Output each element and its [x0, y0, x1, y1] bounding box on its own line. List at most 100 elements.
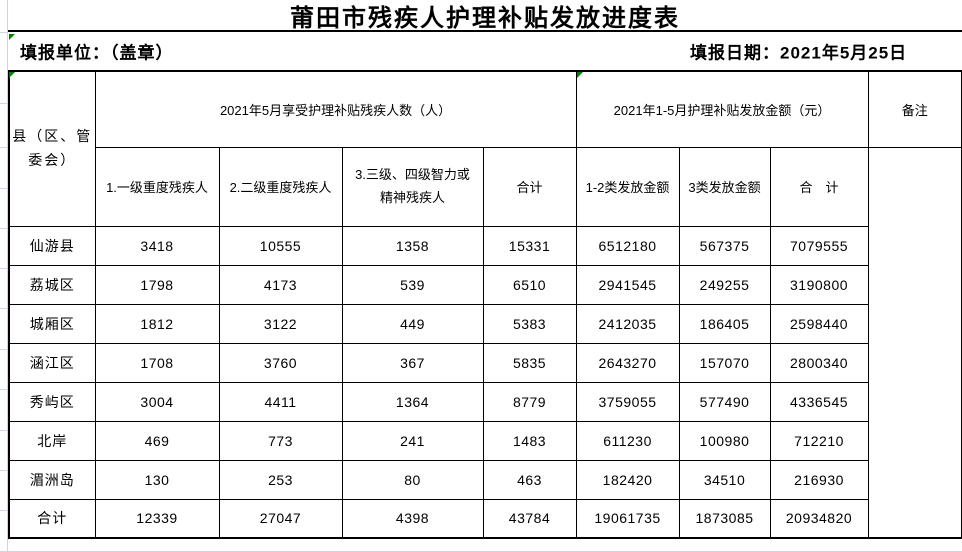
- row-county-cell[interactable]: 城厢区: [8, 303, 96, 344]
- group-header-row: 县（区、管 委会） 2021年5月享受护理补贴残疾人数（人） 2021年1-5月…: [8, 70, 962, 227]
- row-value-cell[interactable]: 2800340: [769, 342, 869, 383]
- table-row: 仙游县 3418 10555 1358 15331 6512180 567375…: [8, 225, 962, 266]
- row-county-cell[interactable]: 合计: [8, 498, 96, 539]
- row-value-cell[interactable]: 80: [341, 459, 484, 500]
- green-flag-icon: [577, 72, 583, 78]
- row-value-cell[interactable]: 241: [341, 420, 484, 461]
- row-value-cell[interactable]: 4398: [341, 498, 484, 539]
- row-value-cell[interactable]: 216930: [769, 459, 869, 500]
- row-value-cell[interactable]: 577490: [678, 381, 771, 422]
- row-value-cell[interactable]: 34510: [678, 459, 771, 500]
- corner-header-cell[interactable]: 县（区、管 委会）: [8, 70, 96, 227]
- sheet-gridline: [0, 147, 7, 148]
- row-value-cell[interactable]: 130: [94, 459, 220, 500]
- row-value-cell[interactable]: 2598440: [769, 303, 869, 344]
- group-header-amount[interactable]: 2021年1-5月护理补贴发放金额（元）: [575, 70, 869, 148]
- sheet-gridline: [0, 268, 7, 269]
- sheet-gridline: [0, 308, 7, 309]
- row-value-cell[interactable]: 463: [482, 459, 577, 500]
- row-value-cell[interactable]: 186405: [678, 303, 771, 344]
- row-value-cell[interactable]: 15331: [482, 225, 577, 266]
- row-value-cell[interactable]: 611230: [575, 420, 680, 461]
- row-value-cell[interactable]: 20934820: [769, 498, 869, 539]
- row-value-cell[interactable]: 8779: [482, 381, 577, 422]
- fill-unit-label[interactable]: 填报单位：（盖章）: [20, 43, 174, 63]
- row-value-cell[interactable]: 1358: [341, 225, 484, 266]
- row-value-cell[interactable]: 1364: [341, 381, 484, 422]
- row-value-cell[interactable]: 1483: [482, 420, 577, 461]
- row-county-cell[interactable]: 仙游县: [8, 225, 96, 266]
- subheader-row: 1.一级重度残疾人 2.二级重度残疾人 3.三级、四级智力或 精神残疾人 合计 …: [9, 146, 962, 539]
- row-value-cell[interactable]: 3760: [218, 342, 343, 383]
- row-value-cell[interactable]: 3190800: [769, 264, 869, 305]
- form-info-row: 填报单位：（盖章） 填报日期：2021年5月25日: [8, 32, 962, 70]
- row-value-cell[interactable]: 7079555: [769, 225, 869, 266]
- row-county-cell[interactable]: 秀屿区: [8, 381, 96, 422]
- subheader-level2[interactable]: 2.二级重度残疾人: [218, 146, 343, 227]
- row-value-cell[interactable]: 6510: [482, 264, 577, 305]
- subheader-level1[interactable]: 1.一级重度残疾人: [94, 146, 220, 227]
- progress-table: 县（区、管 委会） 2021年5月享受护理补贴残疾人数（人） 2021年1-5月…: [8, 70, 962, 539]
- row-value-cell[interactable]: 100980: [678, 420, 771, 461]
- remark-cell[interactable]: [867, 146, 962, 539]
- table-row: 北岸 469 773 241 1483 611230 100980 712210: [8, 420, 962, 461]
- subheader-amount-type12[interactable]: 1-2类发放金额: [575, 146, 680, 227]
- row-value-cell[interactable]: 449: [341, 303, 484, 344]
- row-value-cell[interactable]: 469: [94, 420, 220, 461]
- row-value-cell[interactable]: 367: [341, 342, 484, 383]
- row-value-cell[interactable]: 10555: [218, 225, 343, 266]
- row-value-cell[interactable]: 539: [341, 264, 484, 305]
- row-value-cell[interactable]: 249255: [678, 264, 771, 305]
- row-value-cell[interactable]: 19061735: [575, 498, 680, 539]
- row-county-cell[interactable]: 荔城区: [8, 264, 96, 305]
- sheet-gridline: [0, 470, 7, 471]
- group-header-people[interactable]: 2021年5月享受护理补贴残疾人数（人）: [94, 70, 577, 148]
- table-row: 城厢区 1812 3122 449 5383 2412035 186405 25…: [8, 303, 962, 344]
- sheet-gridline: [7, 0, 8, 552]
- sheet-gridline: [0, 389, 7, 390]
- row-county-cell[interactable]: 湄洲岛: [8, 459, 96, 500]
- subheader-amount-type3[interactable]: 3类发放金额: [678, 146, 771, 227]
- row-county-cell[interactable]: 涵江区: [8, 342, 96, 383]
- row-value-cell[interactable]: 567375: [678, 225, 771, 266]
- row-value-cell[interactable]: 3004: [94, 381, 220, 422]
- table-row: 秀屿区 3004 4411 1364 8779 3759055 577490 4…: [8, 381, 962, 422]
- row-value-cell[interactable]: 1798: [94, 264, 220, 305]
- row-value-cell[interactable]: 6512180: [575, 225, 680, 266]
- row-value-cell[interactable]: 2412035: [575, 303, 680, 344]
- row-value-cell[interactable]: 4411: [218, 381, 343, 422]
- row-value-cell[interactable]: 12339: [94, 498, 220, 539]
- row-value-cell[interactable]: 2941545: [575, 264, 680, 305]
- row-value-cell[interactable]: 43784: [482, 498, 577, 539]
- row-county-cell[interactable]: 北岸: [8, 420, 96, 461]
- row-value-cell[interactable]: 5383: [482, 303, 577, 344]
- subheader-amount-total[interactable]: 合 计: [769, 146, 869, 227]
- row-value-cell[interactable]: 5835: [482, 342, 577, 383]
- subheader-people-total[interactable]: 合计: [482, 146, 577, 227]
- row-value-cell[interactable]: 27047: [218, 498, 343, 539]
- sheet-gridline: [0, 188, 7, 189]
- row-value-cell[interactable]: 773: [218, 420, 343, 461]
- row-value-cell[interactable]: 1812: [94, 303, 220, 344]
- row-value-cell[interactable]: 2643270: [575, 342, 680, 383]
- sheet-gridline: [0, 32, 7, 33]
- table-row: 涵江区 1708 3760 367 5835 2643270 157070 28…: [8, 342, 962, 383]
- remark-header-cell[interactable]: 备注: [867, 70, 962, 148]
- row-value-cell[interactable]: 182420: [575, 459, 680, 500]
- row-value-cell[interactable]: 3418: [94, 225, 220, 266]
- row-value-cell[interactable]: 4336545: [769, 381, 869, 422]
- row-value-cell[interactable]: 253: [218, 459, 343, 500]
- row-value-cell[interactable]: 3759055: [575, 381, 680, 422]
- table-row: 荔城区 1798 4173 539 6510 2941545 249255 31…: [8, 264, 962, 305]
- row-value-cell[interactable]: 1873085: [678, 498, 771, 539]
- page-title[interactable]: 莆田市残疾人护理补贴发放进度表: [8, 0, 962, 32]
- row-value-cell[interactable]: 712210: [769, 420, 869, 461]
- row-value-cell[interactable]: 4173: [218, 264, 343, 305]
- fill-date-label[interactable]: 填报日期：2021年5月25日: [690, 43, 908, 63]
- subheader-level34[interactable]: 3.三级、四级智力或 精神残疾人: [341, 146, 484, 227]
- row-value-cell[interactable]: 3122: [218, 303, 343, 344]
- row-value-cell[interactable]: 1708: [94, 342, 220, 383]
- table-row: 湄洲岛 130 253 80 463 182420 34510 216930: [8, 459, 962, 500]
- row-value-cell[interactable]: 157070: [678, 342, 771, 383]
